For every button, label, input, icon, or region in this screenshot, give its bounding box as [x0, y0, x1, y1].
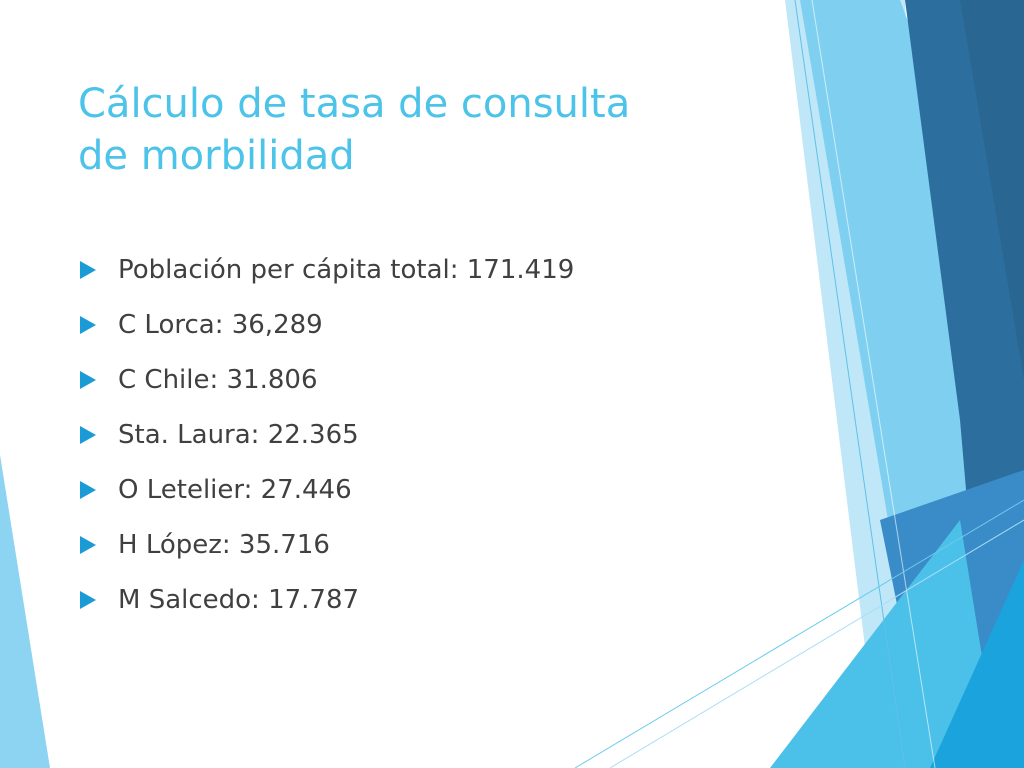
right-triangle-icon [80, 535, 96, 554]
right-triangle-icon [80, 425, 96, 444]
bullet-item-o-letelier: O Letelier: 27.446 [80, 462, 574, 517]
corner-facet-shape [930, 560, 1024, 768]
bullet-text: C Lorca: 36,289 [118, 309, 323, 340]
bullet-text: M Salcedo: 17.787 [118, 584, 360, 615]
bullet-list: Población per cápita total: 171.419 C Lo… [80, 242, 574, 627]
bullet-text: Sta. Laura: 22.365 [118, 419, 359, 450]
right-triangle-icon [80, 590, 96, 609]
bullet-item-c-lorca: C Lorca: 36,289 [80, 297, 574, 352]
title-line-2: de morbilidad [78, 133, 355, 179]
thin-line-3 [574, 499, 1024, 768]
thin-line-1 [794, 0, 906, 768]
bullet-item-sta-laura: Sta. Laura: 22.365 [80, 407, 574, 462]
right-triangle-icon [80, 315, 96, 334]
bullet-item-poblacion: Población per cápita total: 171.419 [80, 242, 574, 297]
left-wedge-shape [0, 455, 50, 768]
right-triangle-icon [80, 370, 96, 389]
bullet-text: Población per cápita total: 171.419 [118, 254, 575, 285]
bullet-item-h-lopez: H López: 35.716 [80, 517, 574, 572]
thin-line-4 [609, 519, 1024, 768]
bright-wedge-shape [770, 520, 1000, 768]
thin-line-2 [811, 0, 936, 768]
title-line-1: Cálculo de tasa de consulta [78, 81, 631, 127]
dark-edge-shape [960, 0, 1024, 380]
bullet-text: O Letelier: 27.446 [118, 474, 352, 505]
right-triangle-icon [80, 260, 96, 279]
bullet-item-m-salcedo: M Salcedo: 17.787 [80, 572, 574, 627]
bullet-item-c-chile: C Chile: 31.806 [80, 352, 574, 407]
bullet-text: H López: 35.716 [118, 529, 330, 560]
slide-title: Cálculo de tasa de consulta de morbilida… [78, 78, 758, 182]
right-triangle-icon [80, 480, 96, 499]
bullet-text: C Chile: 31.806 [118, 364, 318, 395]
